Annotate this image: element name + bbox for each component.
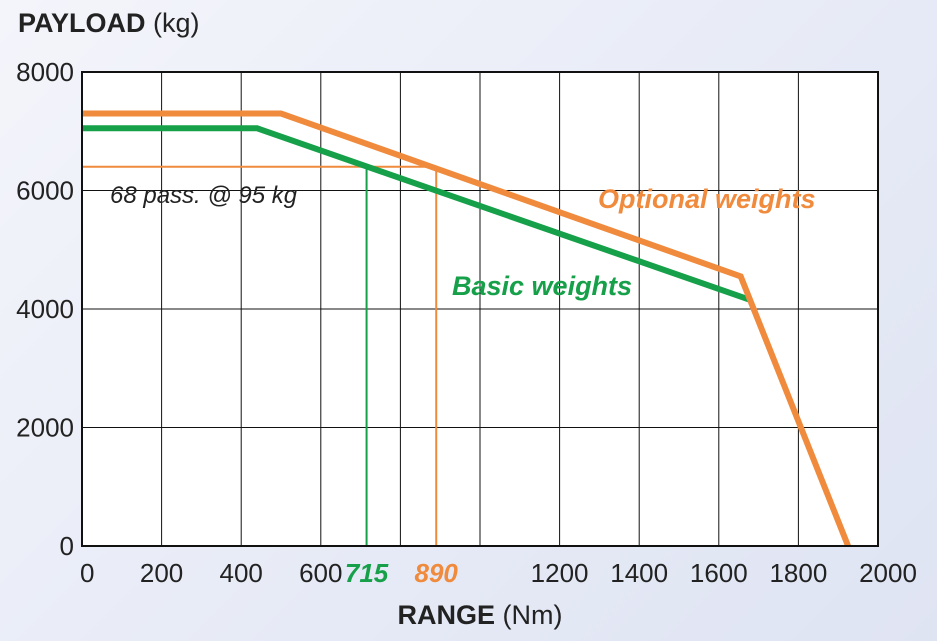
y-tick-label: 8000 [16, 57, 74, 87]
y-axis-title: PAYLOAD (kg) [18, 8, 200, 39]
x-tick-label: 400 [220, 558, 263, 588]
x-tick-label: 600 [299, 558, 342, 588]
y-axis-title-main: PAYLOAD [18, 8, 146, 38]
x-tick-label: 1200 [531, 558, 589, 588]
y-tick-label: 0 [60, 531, 74, 561]
y-axis-title-unit: (kg) [145, 8, 200, 38]
plot-frame [81, 71, 879, 547]
x-tick-label: 1600 [690, 558, 748, 588]
x-tick-label: 715 [345, 558, 389, 588]
y-tick-label: 2000 [16, 413, 74, 443]
series-line-optional [82, 110, 851, 548]
series-label-optional: Optional weights [598, 184, 816, 214]
x-axis-title-unit: (Nm) [495, 600, 563, 630]
y-tick-label: 4000 [16, 294, 74, 324]
x-tick-label: 2000 [859, 558, 917, 588]
x-tick-label: 890 [415, 558, 459, 588]
series-label-basic: Basic weights [452, 271, 632, 301]
series-line-basic [82, 125, 752, 303]
x-axis-title-main: RANGE [397, 600, 496, 630]
x-tick-label: 1400 [610, 558, 668, 588]
reference-label: 68 pass. @ 95 kg [110, 182, 298, 209]
x-tick-label: 200 [140, 558, 183, 588]
x-tick-label: 1800 [769, 558, 827, 588]
y-tick-label: 6000 [16, 176, 74, 206]
x-axis-title: RANGE (Nm) [0, 600, 937, 631]
x-tick-label: 0 [80, 558, 94, 588]
